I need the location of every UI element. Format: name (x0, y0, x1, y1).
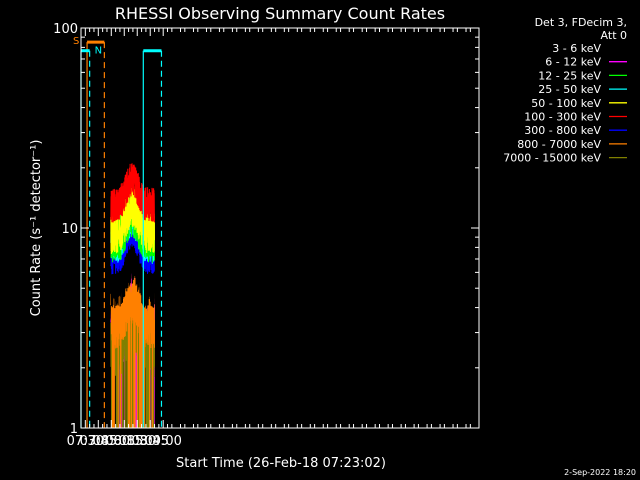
y-tick-label-0: 1 (70, 422, 78, 437)
legend-label-6: 300 - 800 keV (524, 124, 601, 137)
y-tick-label-2: 100 (53, 22, 78, 37)
legend-label-0: 3 - 6 keV (552, 42, 601, 55)
legend-label-4: 50 - 100 keV (531, 97, 601, 110)
legend-label-5: 100 - 300 keV (524, 111, 601, 124)
legend-label-8: 7000 - 15000 keV (503, 152, 601, 165)
marker-label-N: N (95, 46, 102, 57)
x-tick-label-5: 08:45 (131, 434, 168, 449)
legend-label-7: 800 - 7000 keV (517, 138, 601, 151)
series-line-50-100keV (110, 186, 155, 255)
legend-label-3: 25 - 50 keV (538, 83, 601, 96)
y-axis-label: Count Rate (s⁻¹ detector⁻¹) (29, 140, 44, 317)
x-tick-label-6: 09:00 (144, 434, 181, 449)
legend-header-line2: Att 0 (601, 29, 627, 42)
x-axis-label: Start Time (26-Feb-18 07:23:02) (176, 456, 386, 471)
footer-timestamp: 2-Sep-2022 18:20 (564, 468, 636, 477)
legend-label-2: 12 - 25 keV (538, 69, 601, 82)
series-line-100-300keV (110, 163, 155, 223)
chart-title: RHESSI Observing Summary Count Rates (115, 4, 445, 23)
data-layer (110, 163, 155, 429)
y-tick-label-1: 10 (61, 222, 78, 237)
x-tick-label-4: 08:30 (119, 434, 156, 449)
x-tick-label-1: 07:45 (80, 434, 117, 449)
x-tick-label-2: 08:00 (93, 434, 130, 449)
x-tick-label-0: 07:30 (67, 434, 104, 449)
x-tick-label-3: 08:15 (106, 434, 143, 449)
legend-label-1: 6 - 12 keV (545, 56, 601, 69)
marker-label-S: S (73, 36, 79, 47)
legend-header-line1: Det 3, FDecim 3, (535, 16, 627, 29)
